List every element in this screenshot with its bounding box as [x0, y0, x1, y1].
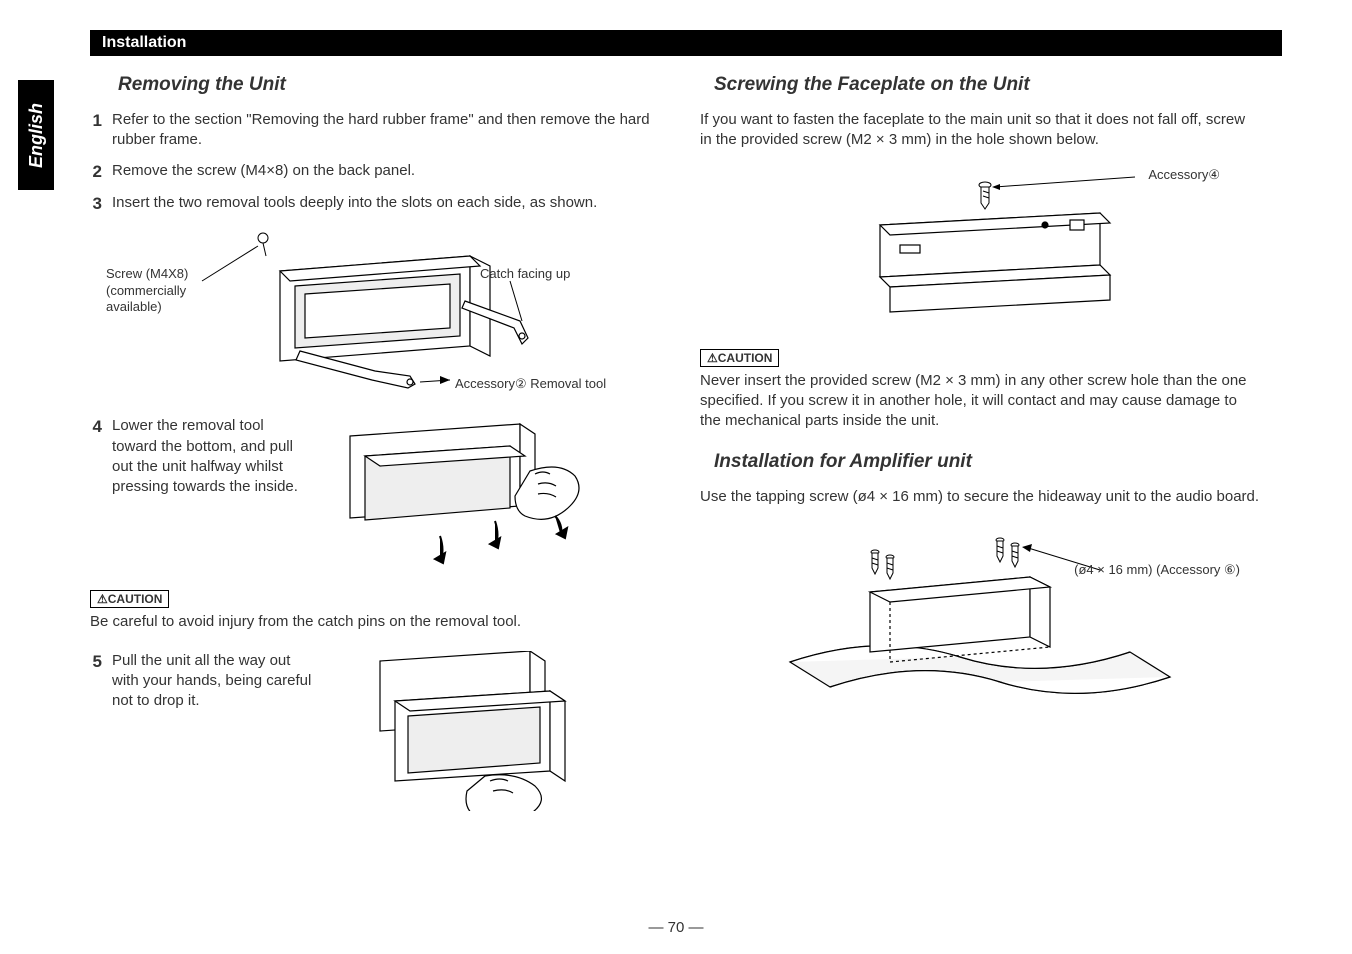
label-catch: Catch facing up: [480, 266, 570, 282]
left-column: Removing the Unit 1 Refer to the section…: [90, 68, 650, 811]
step-3: 3 Insert the two removal tools deeply in…: [90, 193, 650, 216]
section-header-bar: Installation: [90, 30, 1282, 56]
step-number: 5: [90, 651, 112, 801]
caution-text: Never insert the provided screw (M2 × 3 …: [700, 371, 1260, 432]
right-column: Screwing the Faceplate on the Unit If yo…: [700, 68, 1260, 811]
caution-text: Be careful to avoid injury from the catc…: [90, 612, 650, 632]
step-number: 2: [90, 161, 112, 184]
step-text: Pull the unit all the way out with your …: [112, 651, 320, 801]
diagram-pull-out: [340, 651, 620, 811]
diagram-faceplate: [700, 165, 1260, 325]
section-header-title: Installation: [102, 34, 186, 52]
label-accessory-2: Accessory② Removal tool: [455, 376, 606, 392]
step-text: Remove the screw (M4×8) on the back pane…: [112, 161, 650, 184]
step-number: 1: [90, 110, 112, 151]
manual-page: Installation English Removing the Unit 1…: [0, 0, 1352, 954]
step-number: 4: [90, 416, 112, 566]
label-screw: Screw (M4X8) (commercially available): [106, 266, 188, 315]
figure-pull-halfway: [320, 416, 650, 576]
diagram-pull-halfway: [320, 416, 620, 576]
screwing-faceplate-title: Screwing the Faceplate on the Unit: [714, 74, 1260, 96]
label-accessory-6: (ø4 × 16 mm) (Accessory ⑥): [1074, 562, 1240, 578]
figure-faceplate-screw: Accessory④: [700, 165, 1260, 325]
step-text: Insert the two removal tools deeply into…: [112, 193, 650, 216]
figure-removal-tool: Screw (M4X8) (commercially available) Ca…: [90, 226, 650, 406]
step-number: 3: [90, 193, 112, 216]
step-text: Lower the removal tool toward the bottom…: [112, 416, 300, 566]
diagram-amplifier: [700, 522, 1260, 722]
step-1: 1 Refer to the section "Removing the har…: [90, 110, 650, 151]
language-label: English: [26, 102, 47, 167]
content-columns: Removing the Unit 1 Refer to the section…: [90, 56, 1282, 811]
screwing-faceplate-body: If you want to fasten the faceplate to t…: [700, 110, 1260, 151]
step-4-row: 4 Lower the removal tool toward the bott…: [90, 416, 650, 576]
step-4: 4 Lower the removal tool toward the bott…: [90, 416, 300, 566]
figure-amplifier: (ø4 × 16 mm) (Accessory ⑥): [700, 522, 1260, 722]
page-number: — 70 —: [0, 919, 1352, 936]
removing-unit-title: Removing the Unit: [118, 74, 650, 96]
amplifier-install-title: Installation for Amplifier unit: [714, 451, 1260, 473]
label-accessory-4: Accessory④: [1148, 167, 1220, 183]
figure-pull-out: [340, 651, 650, 811]
caution-label: ⚠CAUTION: [700, 349, 779, 367]
step-text: Refer to the section "Removing the hard …: [112, 110, 650, 151]
amplifier-install-body: Use the tapping screw (ø4 × 16 mm) to se…: [700, 487, 1260, 507]
step-2: 2 Remove the screw (M4×8) on the back pa…: [90, 161, 650, 184]
language-tab: English: [18, 80, 54, 190]
step-5-row: 5 Pull the unit all the way out with you…: [90, 651, 650, 811]
step-5: 5 Pull the unit all the way out with you…: [90, 651, 320, 801]
caution-label: ⚠CAUTION: [90, 590, 169, 608]
